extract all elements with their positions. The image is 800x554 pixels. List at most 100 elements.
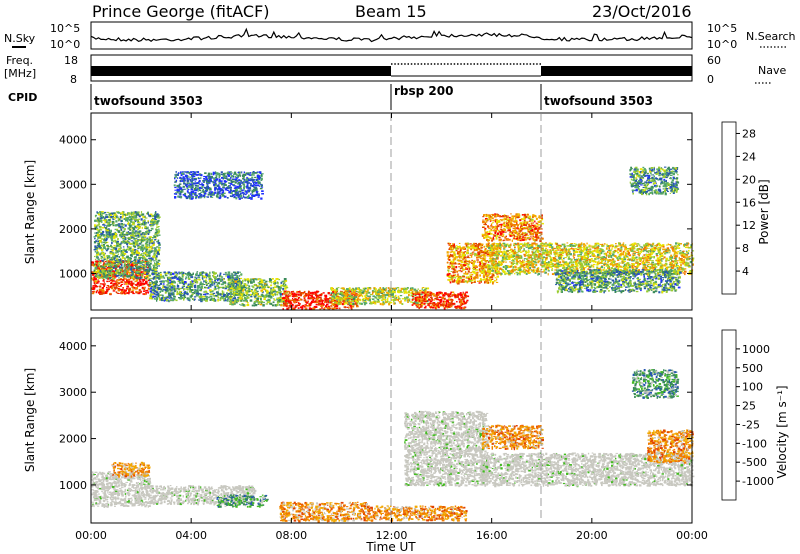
scatter-cell: [353, 303, 356, 306]
scatter-cell: [245, 291, 248, 294]
scatter-cell: [204, 293, 207, 296]
scatter-cell: [223, 300, 225, 302]
scatter-cell: [350, 292, 354, 295]
scatter-cell: [153, 213, 157, 216]
scatter-cell: [312, 307, 316, 310]
scatter-cell: [127, 239, 129, 241]
scatter-cell: [139, 283, 142, 286]
scatter-cell: [107, 260, 110, 262]
scatter-cell: [413, 302, 416, 305]
scatter-cell: [195, 292, 199, 295]
scatter-cell: [344, 290, 347, 292]
scatter-cell: [284, 302, 288, 305]
scatter-cell: [196, 285, 199, 287]
scatter-cell: [94, 214, 97, 217]
scatter-cell: [131, 289, 135, 291]
scatter-cell: [172, 300, 175, 302]
scatter-cell: [296, 296, 298, 298]
scatter-cell: [147, 221, 149, 224]
scatter-cell: [320, 303, 323, 306]
scatter-cell: [438, 305, 442, 307]
scatter-cell: [346, 291, 349, 294]
scatter-cell: [442, 306, 445, 308]
scatter-cell: [137, 214, 140, 216]
scatter-cell: [117, 289, 120, 292]
scatter-cell: [152, 235, 156, 237]
scatter-cell: [211, 278, 213, 281]
scatter-cell: [479, 258, 483, 260]
scatter-cell: [101, 259, 103, 262]
scatter-cell: [91, 277, 93, 279]
radar-title: Prince George (fitACF): [92, 2, 270, 21]
scatter-cell: [222, 297, 225, 299]
scatter-cell: [235, 284, 238, 285]
scatter-cell: [107, 245, 109, 247]
scatter-cell: [121, 251, 125, 253]
scatter-cell: [119, 263, 122, 265]
scatter-cell: [137, 239, 139, 241]
scatter-cell: [383, 302, 386, 305]
scatter-cell: [137, 285, 139, 288]
scatter-cell: [101, 233, 104, 236]
noise-right-tick-top: 10^5: [707, 22, 737, 35]
scatter-cell: [194, 284, 197, 287]
scatter-cell: [97, 213, 100, 216]
scatter-cell: [418, 293, 421, 296]
scatter-cell: [496, 278, 498, 281]
scatter-cell: [291, 308, 294, 311]
scatter-cell: [133, 275, 136, 278]
scatter-cell: [156, 226, 159, 228]
scatter-cell: [145, 222, 147, 225]
scatter-cell: [240, 297, 244, 299]
scatter-cell: [312, 298, 314, 301]
beam-label: Beam 15: [355, 2, 427, 21]
scatter-cell: [118, 226, 120, 229]
scatter-cell: [131, 250, 134, 253]
scatter-cell: [130, 254, 133, 257]
scatter-cell: [114, 231, 117, 234]
scatter-cell: [203, 275, 206, 278]
scatter-cell: [99, 215, 102, 217]
scatter-cell: [117, 216, 119, 218]
scatter-cell: [113, 260, 116, 263]
scatter-cell: [320, 305, 323, 307]
scatter-cell: [115, 235, 118, 238]
scatter-cell: [124, 224, 127, 227]
scatter-cell: [262, 285, 264, 288]
scatter-cell: [341, 303, 344, 306]
scatter-cell: [213, 271, 215, 274]
scatter-cell: [219, 275, 222, 278]
scatter-cell: [147, 211, 149, 213]
scatter-cell: [222, 287, 224, 289]
scatter-cell: [127, 246, 130, 249]
scatter-cell: [341, 287, 345, 290]
scatter-cell: [112, 255, 114, 258]
scatter-cell: [102, 263, 106, 266]
scatter-cell: [99, 283, 102, 285]
scatter-cell: [187, 276, 190, 279]
scatter-cell: [163, 299, 166, 302]
scatter-cell: [252, 279, 255, 281]
scatter-cell: [158, 265, 160, 267]
scatter-cell: [218, 286, 221, 288]
scatter-cell: [162, 284, 165, 288]
scatter-cell: [253, 283, 256, 286]
scatter-cell: [122, 246, 125, 248]
scatter-cell: [444, 292, 447, 295]
scatter-cell: [155, 274, 158, 276]
scatter-cell: [193, 296, 197, 298]
scatter-cell: [109, 213, 111, 215]
scatter-cell: [216, 292, 219, 294]
scatter-cell: [96, 249, 98, 252]
scatter-cell: [255, 284, 257, 286]
scatter-cell: [349, 290, 352, 293]
scatter-cell: [139, 267, 142, 269]
scatter-cell: [200, 299, 204, 301]
scatter-cell: [224, 282, 227, 284]
scatter-cell: [116, 279, 118, 281]
scatter-cell: [109, 276, 112, 279]
scatter-cell: [205, 279, 207, 281]
scatter-cell: [129, 283, 132, 285]
scatter-cell: [311, 300, 314, 303]
scatter-cell: [154, 212, 157, 215]
